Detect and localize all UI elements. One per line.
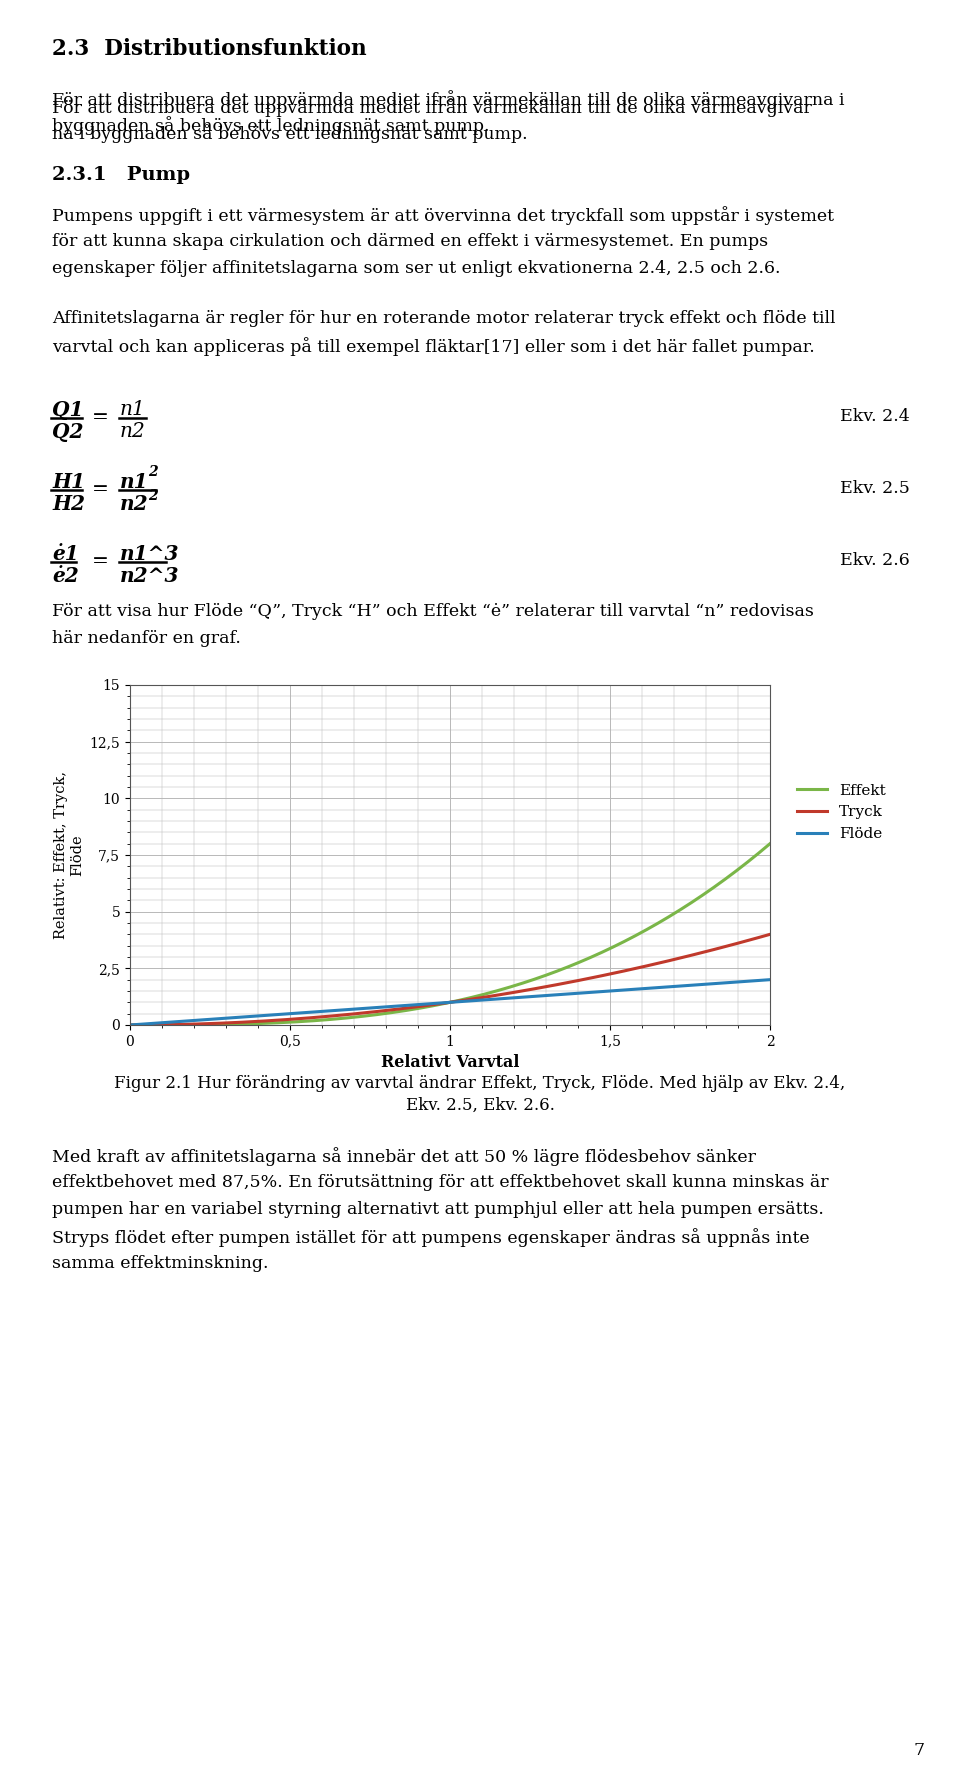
Text: För att distribuera det uppvärmda mediet ifrån värmekällan till de olika värmeav: För att distribuera det uppvärmda mediet… [52, 97, 812, 117]
Text: ė2: ė2 [52, 565, 79, 587]
Text: Figur 2.1 Hur förändring av varvtal ändrar Effekt, Tryck, Flöde. Med hjälp av Ek: Figur 2.1 Hur förändring av varvtal ändr… [114, 1076, 846, 1092]
Text: Ekv. 2.6: Ekv. 2.6 [840, 553, 910, 569]
Text: H1: H1 [52, 471, 85, 493]
Text: samma effektminskning.: samma effektminskning. [52, 1255, 269, 1272]
Legend: Effekt, Tryck, Flöde: Effekt, Tryck, Flöde [790, 778, 892, 847]
Text: =: = [92, 408, 108, 427]
Text: =: = [92, 553, 108, 571]
Text: 2: 2 [148, 464, 157, 478]
Text: n2: n2 [120, 422, 146, 441]
Text: Ekv. 2.5, Ekv. 2.6.: Ekv. 2.5, Ekv. 2.6. [405, 1097, 555, 1115]
Text: effektbehovet med 87,5%. En förutsättning för att effektbehovet skall kunna mins: effektbehovet med 87,5%. En förutsättnin… [52, 1175, 828, 1191]
Text: byggnaden så behövs ett ledningsnät samt pump.: byggnaden så behövs ett ledningsnät samt… [52, 115, 490, 135]
Text: n1: n1 [120, 471, 149, 493]
Y-axis label: Relativt: Effekt, Tryck,
Flöde: Relativt: Effekt, Tryck, Flöde [54, 771, 84, 939]
Text: na i byggnaden så behövs ett ledningsnät samt pump.: na i byggnaden så behövs ett ledningsnät… [52, 124, 528, 144]
Text: egenskaper följer affinitetslagarna som ser ut enligt ekvationerna 2.4, 2.5 och : egenskaper följer affinitetslagarna som … [52, 260, 780, 276]
Text: 2.3  Distributionsfunktion: 2.3 Distributionsfunktion [52, 37, 367, 60]
Text: Q2: Q2 [52, 422, 84, 441]
Text: här nedanför en graf.: här nedanför en graf. [52, 631, 241, 647]
Text: 2: 2 [148, 489, 157, 503]
Text: Q1: Q1 [52, 400, 84, 420]
Text: varvtal och kan appliceras på till exempel fläktar[17] eller som i det här falle: varvtal och kan appliceras på till exemp… [52, 337, 815, 356]
Text: H2: H2 [52, 494, 85, 514]
X-axis label: Relativt Varvtal: Relativt Varvtal [381, 1054, 519, 1072]
Text: för att kunna skapa cirkulation och därmed en effekt i värmesystemet. En pumps: för att kunna skapa cirkulation och därm… [52, 232, 768, 250]
Text: Ekv. 2.4: Ekv. 2.4 [840, 408, 910, 425]
Text: n2: n2 [120, 494, 149, 514]
Text: n1: n1 [120, 400, 146, 418]
Text: För att visa hur Flöde “Q”, Tryck “H” och Effekt “ė” relaterar till varvtal “n” : För att visa hur Flöde “Q”, Tryck “H” oc… [52, 602, 814, 620]
Text: Ekv. 2.5: Ekv. 2.5 [840, 480, 910, 496]
Text: n2^3: n2^3 [120, 565, 180, 587]
Text: n1^3: n1^3 [120, 544, 180, 563]
Text: 7: 7 [914, 1742, 925, 1760]
Text: pumpen har en variabel styrning alternativt att pumphjul eller att hela pumpen e: pumpen har en variabel styrning alternat… [52, 1201, 824, 1217]
Text: Med kraft av affinitetslagarna så innebär det att 50 % lägre flödesbehov sänker: Med kraft av affinitetslagarna så innebä… [52, 1146, 756, 1166]
Text: Stryps flödet efter pumpen istället för att pumpens egenskaper ändras så uppnås : Stryps flödet efter pumpen istället för … [52, 1228, 809, 1247]
Text: 2.3.1   Pump: 2.3.1 Pump [52, 167, 190, 184]
Text: =: = [92, 480, 108, 500]
Text: För att distribuera det uppvärmda mediet ifrån värmekällan till de olika värmeav: För att distribuera det uppvärmda mediet… [52, 90, 845, 108]
Text: ė1: ė1 [52, 544, 79, 563]
Text: Affinitetslagarna är regler för hur en roterande motor relaterar tryck effekt oc: Affinitetslagarna är regler för hur en r… [52, 310, 835, 328]
Text: Pumpens uppgift i ett värmesystem är att övervinna det tryckfall som uppstår i s: Pumpens uppgift i ett värmesystem är att… [52, 206, 834, 225]
